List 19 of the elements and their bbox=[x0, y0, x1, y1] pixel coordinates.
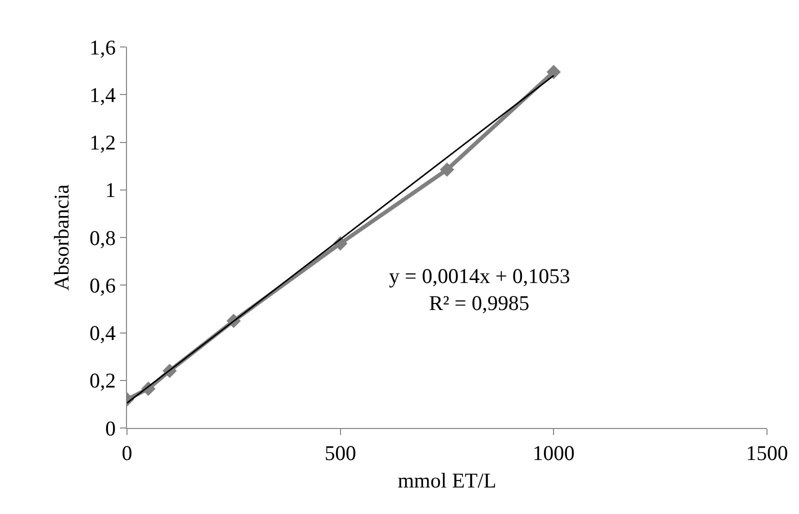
y-tick-label: 0,8 bbox=[90, 226, 116, 250]
y-tick-label: 0,2 bbox=[90, 368, 116, 393]
x-tick-label: 1500 bbox=[746, 441, 788, 466]
y-axis-title: Absorbancia bbox=[50, 184, 74, 291]
point bbox=[440, 162, 454, 177]
x-tick-label: 1000 bbox=[532, 441, 575, 466]
y-tick-label: 0,6 bbox=[90, 273, 116, 298]
point bbox=[546, 64, 561, 80]
x-axis-title: mmol ET/L bbox=[398, 468, 496, 492]
y-tick-label: 0,4 bbox=[90, 321, 116, 346]
x-tick-label: 0 bbox=[122, 441, 132, 466]
y-tick-label: 1,4 bbox=[90, 82, 116, 107]
y-tick-label: 1,2 bbox=[90, 130, 116, 155]
y-tick-label: 1 bbox=[105, 178, 116, 202]
x-tick-label: 500 bbox=[324, 441, 356, 466]
y-tick-label: 1,6 bbox=[90, 35, 116, 60]
y-tick-label: 0 bbox=[105, 416, 116, 440]
annotation: R² = 0,9985 bbox=[429, 291, 530, 315]
annotation: y = 0,0014x + 0,1053 bbox=[389, 264, 570, 288]
